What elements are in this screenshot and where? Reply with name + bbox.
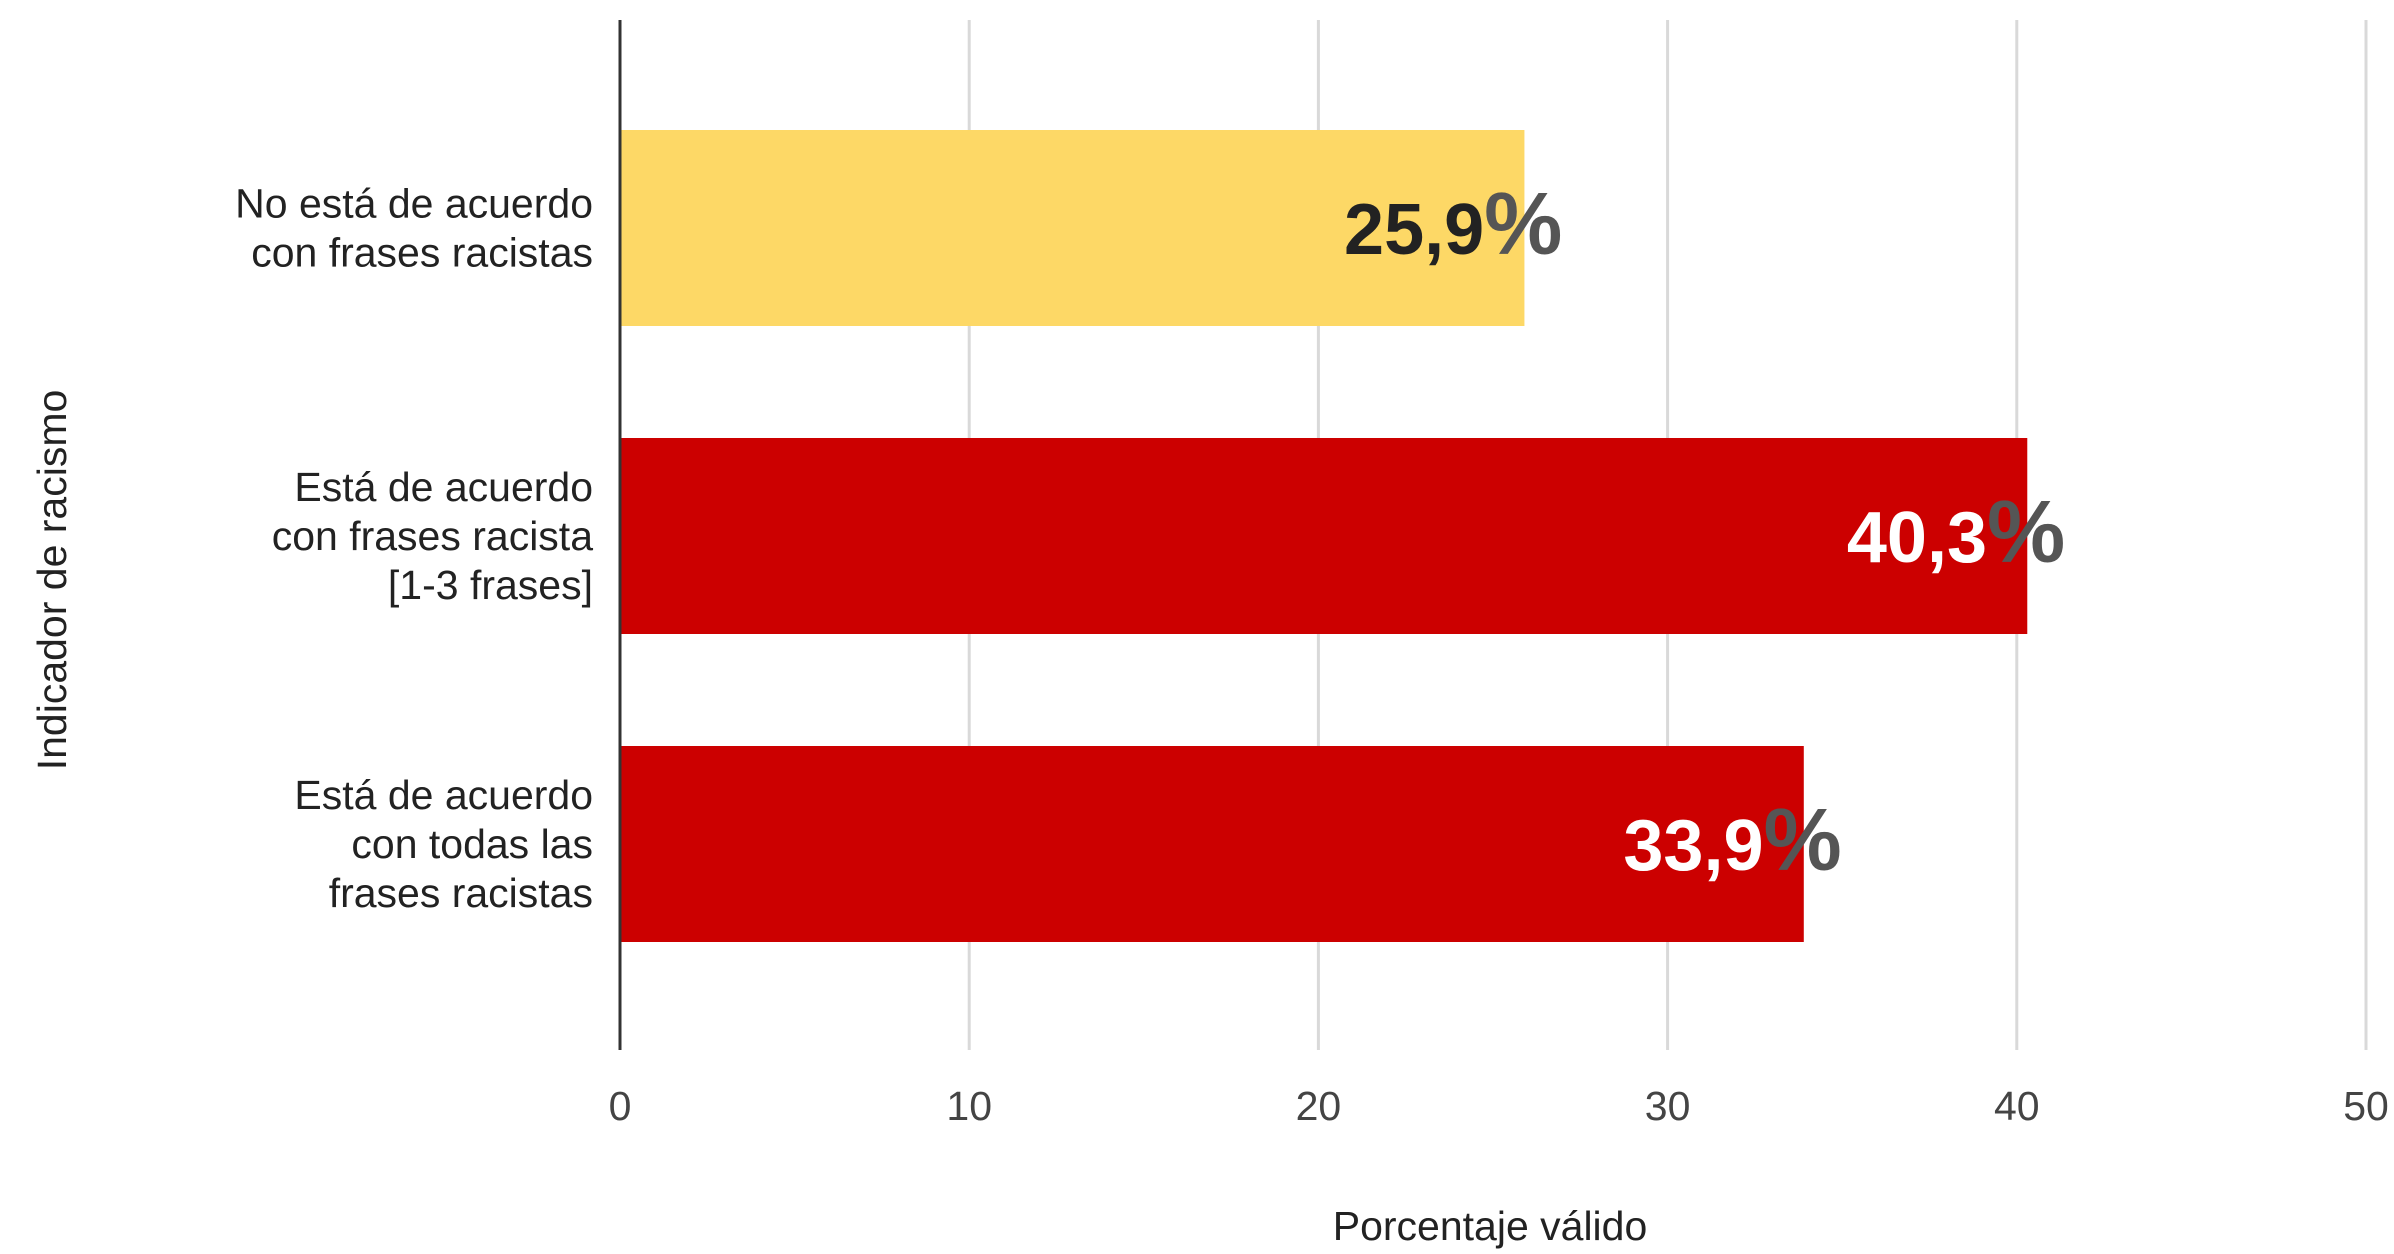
data-label-1: 40,3% (1847, 482, 2065, 581)
category-label-0: No está de acuerdo con frases racistas (235, 181, 593, 276)
bar-1 (620, 438, 2028, 634)
category-label-1: Está de acuerdo con frases racista [1-3 fr… (272, 464, 593, 608)
x-tick-label-5: 50 (2343, 1083, 2389, 1129)
data-labels: 25,9% 40,3% 33,9% (1344, 174, 2065, 889)
x-tick-label-2: 20 (1296, 1083, 1342, 1129)
x-axis-title: Porcentaje válido (1333, 1203, 1648, 1249)
category-labels: No está de acuerdo con frases racistas Est… (235, 181, 593, 917)
y-axis-title: Indicador de racismo (29, 390, 75, 771)
x-tick-label-0: 0 (609, 1083, 632, 1129)
bar-0 (620, 130, 1525, 326)
bars (620, 130, 2028, 942)
x-tick-labels: 0 10 20 30 40 50 (609, 1083, 2389, 1129)
data-label-0: 25,9% (1344, 174, 1562, 273)
bar-2 (620, 746, 1804, 942)
x-tick-label-4: 40 (1994, 1083, 2040, 1129)
category-label-2: Está de acuerdo con todas las frases racis… (294, 772, 593, 916)
x-tick-label-1: 10 (946, 1083, 992, 1129)
data-label-2: 33,9% (1623, 790, 1841, 889)
x-tick-label-3: 30 (1645, 1083, 1691, 1129)
